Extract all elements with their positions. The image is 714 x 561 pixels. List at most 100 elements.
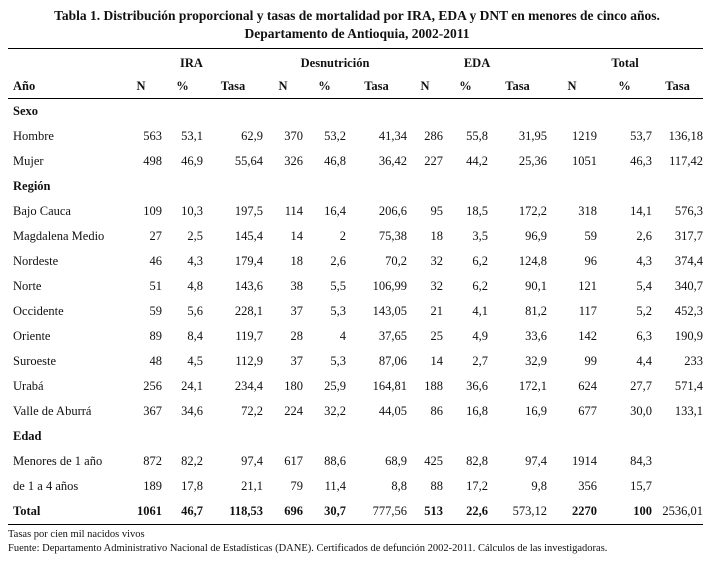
table-cell: 14 bbox=[430, 354, 444, 369]
table-cell: 576,3 bbox=[674, 204, 704, 219]
col-header: Tasa bbox=[652, 74, 704, 100]
table-cell: 3,5 bbox=[472, 229, 489, 244]
table-cell: 25,36 bbox=[518, 154, 548, 169]
table-cell: 8,4 bbox=[187, 329, 203, 344]
table-cell: 571,4 bbox=[674, 379, 704, 394]
row-label: Magdalena Medio bbox=[13, 229, 105, 244]
table-cell: 872 bbox=[143, 454, 162, 469]
row-label: de 1 a 4 años bbox=[13, 479, 79, 494]
table-cell: 99 bbox=[584, 354, 598, 369]
table-cell: 14,1 bbox=[630, 204, 653, 219]
row-label: Nordeste bbox=[13, 254, 59, 269]
table-cell: 326 bbox=[284, 154, 303, 169]
table-cell: 81,2 bbox=[525, 304, 548, 319]
table-cell: 374,4 bbox=[674, 254, 704, 269]
table-cell: 32 bbox=[430, 254, 444, 269]
table-cell: 16,8 bbox=[466, 404, 489, 419]
table-cell: 340,7 bbox=[674, 279, 704, 294]
table-cell: 228,1 bbox=[234, 304, 263, 319]
col-header: N bbox=[407, 74, 444, 100]
col-header: Tasa bbox=[203, 74, 263, 100]
table-cell: 1914 bbox=[572, 454, 598, 469]
table-cell: 256 bbox=[143, 379, 162, 394]
table-row: Nordeste 46 4,3 179,4 18 2,6 70,2 32 6,2 124,8 96 4… bbox=[8, 249, 703, 274]
table-row: Oriente 89 8,4 119,7 28 4 37,65 25 4,9 33,6 142 6,3… bbox=[8, 324, 703, 349]
table-cell: 498 bbox=[143, 154, 162, 169]
total-row: Total 1061 46,7 118,53 696 30,7 777,56 513 22,6 5… bbox=[8, 499, 704, 526]
col-header: % bbox=[443, 74, 489, 100]
table-cell: 44,2 bbox=[466, 154, 489, 169]
table-cell: 121 bbox=[578, 279, 598, 294]
column-header-row: Año N% Tasa N% Tasa N% Tasa N% Tasa bbox=[8, 74, 704, 100]
table-cell: 15,7 bbox=[630, 479, 653, 494]
footnote-rate-definition: Tasas por cien mil nacidos vivos bbox=[8, 529, 145, 541]
col-header: Tasa bbox=[488, 74, 548, 100]
table-cell: 318 bbox=[578, 204, 598, 219]
col-header: % bbox=[162, 74, 203, 100]
table-cell: 72,2 bbox=[241, 404, 263, 419]
row-label: Valle de Aburrá bbox=[13, 404, 92, 419]
table-row: Bajo Cauca 109 10,3 197,5 114 16,4 206,6 95 18,5… bbox=[8, 199, 703, 224]
table-cell: 25 bbox=[430, 329, 444, 344]
table-cell bbox=[652, 474, 703, 499]
group-header-spacer bbox=[8, 49, 120, 75]
table-cell: 10,3 bbox=[181, 204, 203, 219]
section-row: Edad bbox=[8, 424, 703, 449]
table-cell: 4,4 bbox=[636, 354, 653, 369]
table-cell: 17,2 bbox=[466, 479, 489, 494]
row-label: Urabá bbox=[13, 379, 44, 394]
table-cell: 143,6 bbox=[234, 279, 263, 294]
table-cell: 96 bbox=[584, 254, 598, 269]
col-header: N bbox=[547, 74, 598, 100]
table-cell: 25,9 bbox=[324, 379, 346, 394]
table-cell: 21 bbox=[430, 304, 444, 319]
table-cell: 188 bbox=[424, 379, 444, 394]
table-cell: 16,9 bbox=[525, 404, 548, 419]
table-cell: 1061 bbox=[120, 499, 162, 526]
table-cell: 32,2 bbox=[324, 404, 346, 419]
footnotes: Tasas por cien mil nacidos vivos Fuente:… bbox=[8, 528, 706, 556]
table-cell: 189 bbox=[143, 479, 162, 494]
table-cell: 4,8 bbox=[187, 279, 203, 294]
section-row: Sexo bbox=[8, 99, 703, 125]
table-title: Tabla 1. Distribución proporcional y tas… bbox=[18, 7, 696, 42]
table-cell: 118,53 bbox=[203, 499, 263, 526]
table-cell: 37,65 bbox=[378, 329, 408, 344]
table-cell: 48 bbox=[149, 354, 163, 369]
table-cell: 18 bbox=[290, 254, 304, 269]
table-cell: 100 bbox=[597, 499, 653, 526]
table-cell: 41,34 bbox=[378, 129, 408, 144]
table-cell: 114 bbox=[284, 204, 303, 219]
table-cell: 197,5 bbox=[234, 204, 263, 219]
table-cell: 89 bbox=[149, 329, 163, 344]
table-cell: 88,6 bbox=[324, 454, 346, 469]
table-cell: 53,2 bbox=[324, 129, 346, 144]
table-cell: 179,4 bbox=[234, 254, 263, 269]
table-row: Valle de Aburrá 367 34,6 72,2 224 32,2 44,05 86… bbox=[8, 399, 703, 424]
table-cell: 24,1 bbox=[181, 379, 203, 394]
row-label: Suroeste bbox=[13, 354, 57, 369]
table-cell: 4,1 bbox=[472, 304, 489, 319]
table-row: Suroeste 48 4,5 112,9 37 5,3 87,06 14 2,7 32,9 99 4… bbox=[8, 349, 703, 374]
table-cell: 136,18 bbox=[668, 129, 704, 144]
table-cell: 234,4 bbox=[234, 379, 263, 394]
table-row: Urabá 256 24,1 234,4 180 25,9 164,81 188 36,6 172… bbox=[8, 374, 703, 399]
table-cell: 46,8 bbox=[324, 154, 346, 169]
table-cell: 44,05 bbox=[378, 404, 408, 419]
table-cell: 2 bbox=[339, 229, 346, 244]
table-cell: 53,7 bbox=[630, 129, 653, 144]
table-cell: 677 bbox=[578, 404, 598, 419]
table-cell: 106,99 bbox=[372, 279, 408, 294]
table-cell: 142 bbox=[578, 329, 598, 344]
table-cell: 143,05 bbox=[372, 304, 408, 319]
table-cell: 31,95 bbox=[518, 129, 548, 144]
table-row: Occidente 59 5,6 228,1 37 5,3 143,05 21 4,1 81,2 1… bbox=[8, 299, 703, 324]
table-cell: 513 bbox=[407, 499, 444, 526]
table-cell: 117 bbox=[578, 304, 598, 319]
table-cell: 18,5 bbox=[466, 204, 489, 219]
row-label: Occidente bbox=[13, 304, 64, 319]
table-cell: 172,1 bbox=[518, 379, 548, 394]
group-header-ira: IRA bbox=[180, 56, 203, 71]
table-cell: 370 bbox=[284, 129, 303, 144]
